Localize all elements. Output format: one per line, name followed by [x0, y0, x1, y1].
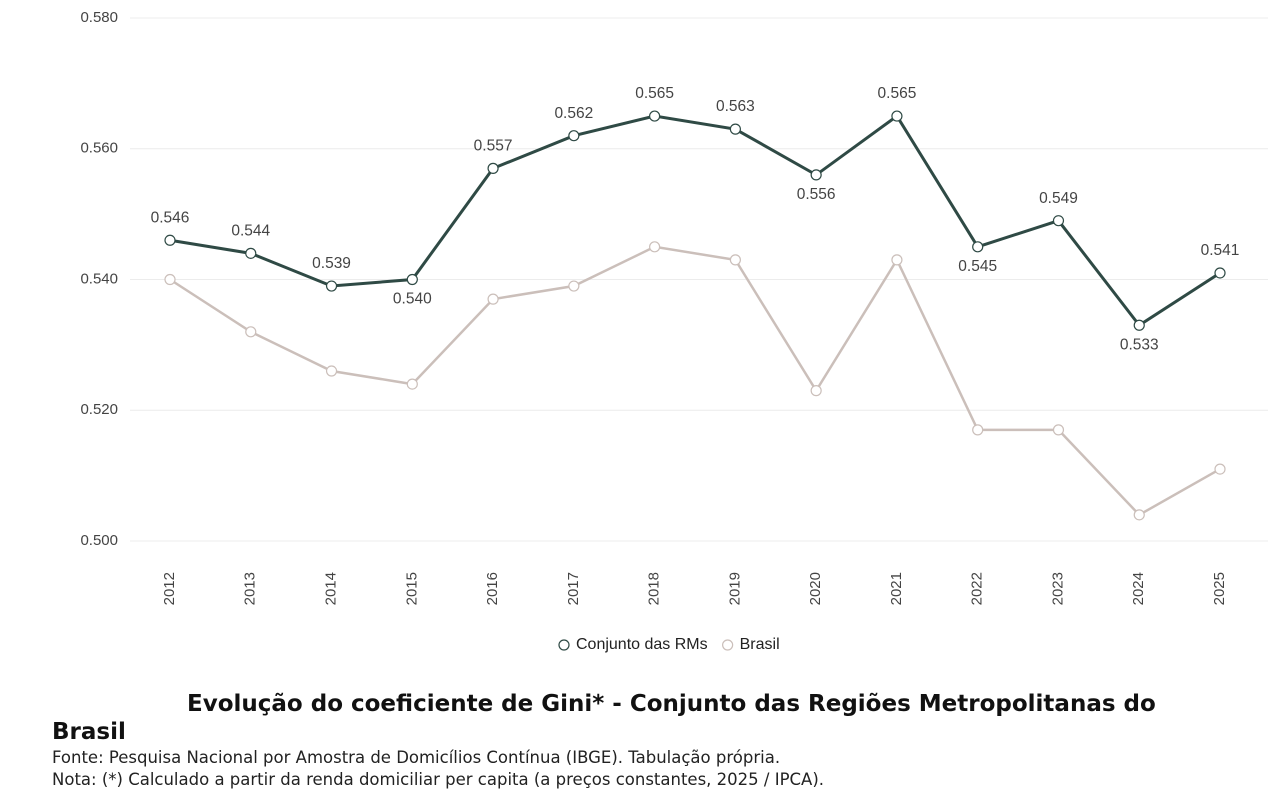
point — [810, 169, 822, 181]
point — [649, 110, 661, 122]
source: Fonte: Pesquisa Nacional por Amostra de … — [52, 748, 781, 767]
point — [164, 234, 176, 246]
point — [325, 280, 338, 292]
point — [972, 241, 984, 253]
point — [972, 424, 984, 436]
point — [1214, 267, 1226, 279]
point — [649, 241, 661, 253]
x-tick-label: 2021 — [888, 572, 905, 605]
point — [245, 326, 257, 338]
data-label: 0.563 — [716, 98, 755, 115]
point — [406, 273, 418, 286]
x-tick-label: 2013 — [242, 572, 259, 605]
x-tick-label: 2012 — [161, 572, 178, 605]
data-label: 0.546 — [151, 209, 190, 226]
point — [325, 365, 338, 377]
point — [891, 110, 903, 122]
legend-label: Conjunto das RMs — [576, 636, 708, 653]
point — [810, 385, 822, 397]
x-tick-label: 2024 — [1130, 572, 1147, 605]
point — [1133, 509, 1145, 521]
data-label: 0.557 — [474, 137, 513, 154]
point — [487, 293, 499, 305]
point — [891, 254, 903, 266]
data-label: 0.533 — [1120, 336, 1159, 353]
x-tick-label: 2014 — [323, 572, 340, 605]
point — [406, 378, 418, 390]
x-tick-label: 2018 — [646, 572, 663, 605]
point — [487, 162, 499, 174]
data-label: 0.556 — [797, 186, 836, 203]
series-line — [169, 113, 1221, 328]
note: Nota: (*) Calculado a partir da renda do… — [52, 770, 825, 789]
x-tick-label: 2022 — [969, 572, 986, 605]
point — [164, 273, 176, 286]
y-tick-label: 0.520 — [80, 401, 118, 418]
data-label: 0.562 — [554, 105, 593, 122]
data-label: 0.565 — [635, 85, 674, 102]
point — [1214, 463, 1226, 475]
legend-marker — [558, 639, 570, 651]
chart: 0.500 0.520 0.540 0.560 0.580 2012 2013 2014 201… — [80, 9, 1268, 653]
y-tick-label: 0.580 — [80, 9, 118, 26]
point — [245, 247, 257, 259]
point — [568, 280, 580, 292]
legend-marker — [722, 639, 734, 651]
data-label: 0.565 — [878, 85, 917, 102]
x-tick-label: 2017 — [565, 572, 582, 605]
point — [729, 123, 741, 135]
legend-label: Brasil — [740, 636, 780, 653]
x-tick-label: 2015 — [403, 572, 420, 605]
x-tick-label: 2020 — [807, 572, 824, 605]
point — [568, 130, 580, 142]
data-label: 0.541 — [1201, 242, 1240, 259]
x-tick-label: 2019 — [726, 572, 743, 605]
point — [1133, 319, 1145, 331]
x-tick-label: 2016 — [484, 572, 501, 605]
point — [1052, 424, 1065, 436]
data-label: 0.545 — [958, 258, 997, 275]
series-line — [169, 245, 1221, 517]
data-label: 0.540 — [393, 291, 432, 308]
data-label: 0.544 — [231, 222, 270, 239]
data-label: 0.539 — [312, 255, 351, 272]
chart-title: Evolução do coeficiente de Gini* - Conju… — [52, 691, 1156, 745]
x-tick-label: 2023 — [1049, 572, 1066, 605]
x-tick-label: 2025 — [1211, 572, 1228, 605]
y-tick-label: 0.560 — [80, 140, 118, 157]
point — [1052, 215, 1065, 227]
y-tick-label: 0.500 — [80, 532, 118, 549]
data-label: 0.549 — [1039, 190, 1078, 207]
point — [729, 254, 741, 266]
y-tick-label: 0.540 — [80, 270, 118, 287]
